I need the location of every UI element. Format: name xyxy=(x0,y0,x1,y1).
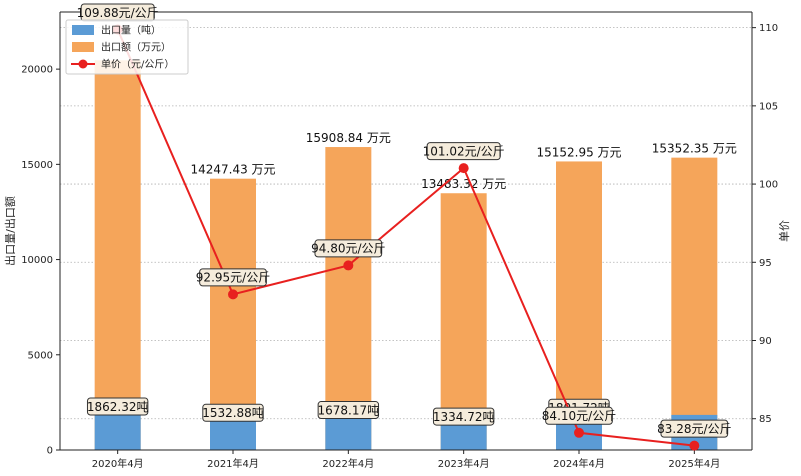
quantity-label-text: 1678.17吨 xyxy=(318,403,380,417)
legend-box xyxy=(65,19,189,75)
bar-export-amount xyxy=(671,157,718,450)
legend: 出口量（吨） 出口额（万元） 单价（元/公斤） xyxy=(65,19,189,75)
y2-tick-label: 95 xyxy=(759,258,772,269)
axes-layer: 0 5000 10000 15000 20000 85 90 95 100 105 110 2020年… xyxy=(3,11,791,470)
price-point xyxy=(343,260,354,271)
price-label-text: 84.10元/公斤 xyxy=(542,409,616,423)
amount-label: 14247.43 万元 xyxy=(190,163,275,177)
quantity-label-box xyxy=(86,397,149,416)
y2-tick-label: 110 xyxy=(759,23,778,34)
bar-label-layer: 14247.43 万元 15908.84 万元 13483.32 万元 15152.9… xyxy=(86,131,737,426)
price-label-text: 94.80元/公斤 xyxy=(311,242,385,256)
price-label-text: 92.95元/公斤 xyxy=(196,271,270,285)
y-tick-label: 5000 xyxy=(28,350,53,361)
price-label-box xyxy=(314,239,383,258)
amount-label: 15352.35 万元 xyxy=(652,142,737,156)
y-tick-label: 20000 xyxy=(21,65,53,76)
quantity-label: 1532.88吨 xyxy=(202,403,264,422)
bar-export-quantity xyxy=(325,418,372,450)
bar-export-amount xyxy=(325,147,372,450)
price-label: 94.80元/公斤 xyxy=(311,239,386,258)
y-tick-label: 15000 xyxy=(21,160,53,171)
price-label: 92.95元/公斤 xyxy=(196,268,270,287)
x-tick-label: 2022年4月 xyxy=(322,457,374,470)
quantity-label: 1862.32吨 xyxy=(86,397,149,416)
quantity-label-text: 1862.32吨 xyxy=(87,400,149,414)
price-label: 84.10元/公斤 xyxy=(542,406,616,425)
legend-marker xyxy=(78,59,88,69)
price-label-text: 109.88元/公斤 xyxy=(77,6,159,20)
quantity-label-box xyxy=(432,407,495,426)
y2-tick-label: 90 xyxy=(759,336,772,347)
y2-tick-label: 100 xyxy=(759,180,778,191)
legend-swatch xyxy=(72,25,94,35)
y-tick-label: 10000 xyxy=(21,255,53,266)
legend-label: 出口额（万元） xyxy=(101,41,171,54)
price-line xyxy=(116,29,695,447)
bars-layer xyxy=(94,60,718,451)
x-tick-label: 2025年4月 xyxy=(668,457,720,470)
price-point xyxy=(458,163,469,174)
quantity-label: 1678.17吨 xyxy=(317,401,380,420)
price-label-box xyxy=(199,268,267,287)
grid-layer xyxy=(60,27,752,420)
price-point xyxy=(689,440,700,451)
legend-label: 单价（元/公斤） xyxy=(101,59,174,71)
quantity-label-box xyxy=(202,403,264,422)
legend-label: 出口量（吨） xyxy=(101,24,161,37)
quantity-label-text: 1334.72吨 xyxy=(433,410,495,424)
amount-label: 15908.84 万元 xyxy=(306,131,391,145)
y2-axis-title: 单价 xyxy=(778,220,791,242)
price-label-box xyxy=(545,406,613,425)
price-label-box xyxy=(426,142,501,161)
quantity-label-text: 1532.88吨 xyxy=(202,406,264,420)
price-label: 83.28元/公斤 xyxy=(657,419,732,438)
x-tick-label: 2024年4月 xyxy=(553,457,605,470)
price-label-text: 101.02元/公斤 xyxy=(423,144,505,158)
price-label: 101.02元/公斤 xyxy=(423,142,505,161)
bar-export-quantity xyxy=(94,414,141,450)
y-axis-title: 出口量/出口额 xyxy=(3,196,17,266)
y-tick-label: 0 xyxy=(47,446,53,457)
price-point xyxy=(574,427,584,438)
price-label: 109.88元/公斤 xyxy=(77,3,159,22)
quantity-label: 1334.72吨 xyxy=(432,407,495,426)
line-label-layer: 109.88元/公斤 92.95元/公斤 94.80元/公斤 101.02元/公斤 84… xyxy=(77,3,732,438)
price-point xyxy=(228,289,238,300)
bar-export-amount xyxy=(94,60,141,451)
bar-export-quantity xyxy=(210,420,256,450)
bar-export-amount xyxy=(440,193,487,450)
x-tick-label: 2021年4月 xyxy=(207,457,259,470)
x-tick-label: 2023年4月 xyxy=(438,457,490,470)
amount-label: 13483.32 万元 xyxy=(421,177,506,191)
price-label-box xyxy=(660,419,729,438)
quantity-label-box xyxy=(317,401,380,420)
bar-export-quantity xyxy=(440,424,487,450)
price-label-text: 83.28元/公斤 xyxy=(657,422,731,436)
legend-swatch xyxy=(72,42,94,52)
line-layer xyxy=(112,24,700,451)
y2-tick-label: 105 xyxy=(759,101,778,112)
amount-label: 15152.95 万元 xyxy=(536,145,621,159)
x-tick-label: 2020年4月 xyxy=(92,457,144,470)
y2-tick-label: 85 xyxy=(759,414,772,425)
